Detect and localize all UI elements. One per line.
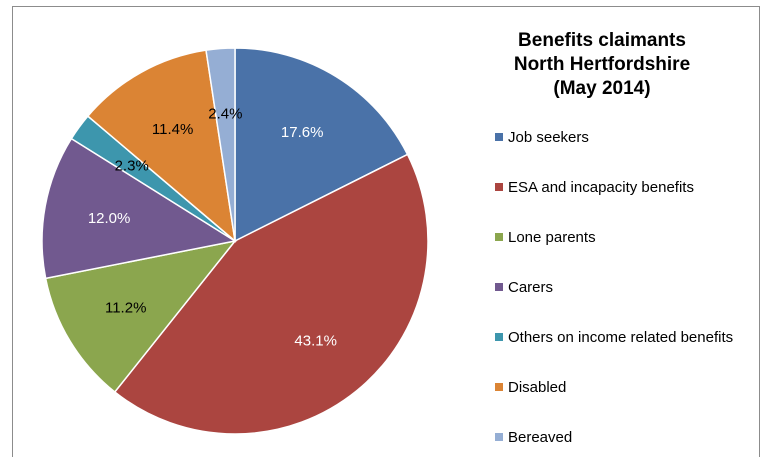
- slice-label-4: 2.3%: [115, 157, 149, 174]
- pie-slice-5: [86, 49, 237, 243]
- pie-slice-2: [44, 239, 237, 394]
- pie-slice-labels: 17.6% 43.1% 11.2% 12.0% 2.3% 11.4% 2.4%: [88, 105, 337, 349]
- pie-slice-1: [113, 153, 429, 435]
- chart-legend: Job seekers ESA and incapacity benefits Lo…: [495, 129, 733, 446]
- legend-label-3: Carers: [508, 279, 553, 296]
- slice-label-5: 11.4%: [152, 121, 193, 138]
- pie-slices: [41, 47, 429, 435]
- legend-label-4: Others on income related benefits: [508, 329, 733, 346]
- legend-swatch-0: [495, 133, 503, 141]
- chart-title: Benefits claimants North Hertfordshire (…: [514, 30, 690, 99]
- legend-label-2: Lone parents: [508, 229, 596, 246]
- legend-label-5: Disabled: [508, 379, 566, 396]
- slice-label-3: 12.0%: [88, 210, 131, 227]
- legend-swatch-3: [495, 283, 503, 291]
- legend-swatch-4: [495, 333, 503, 341]
- legend-label-6: Bereaved: [508, 429, 572, 446]
- legend-label-0: Job seekers: [508, 129, 589, 146]
- chart-title-line-1: Benefits claimants: [518, 30, 686, 51]
- legend-swatch-2: [495, 233, 503, 241]
- pie-slice-3: [41, 137, 238, 280]
- pie-slice-6: [205, 47, 236, 242]
- slice-label-6: 2.4%: [208, 105, 242, 122]
- chart-title-line-3: (May 2014): [553, 78, 650, 99]
- legend-swatch-6: [495, 433, 503, 441]
- legend-label-1: ESA and incapacity benefits: [508, 179, 694, 196]
- legend-swatch-1: [495, 183, 503, 191]
- pie-slice-0: [234, 47, 409, 243]
- legend-swatch-5: [495, 383, 503, 391]
- slice-label-2: 11.2%: [105, 300, 146, 317]
- slice-label-1: 43.1%: [294, 332, 337, 349]
- chart-title-line-2: North Hertfordshire: [514, 54, 690, 75]
- slice-label-0: 17.6%: [281, 124, 324, 141]
